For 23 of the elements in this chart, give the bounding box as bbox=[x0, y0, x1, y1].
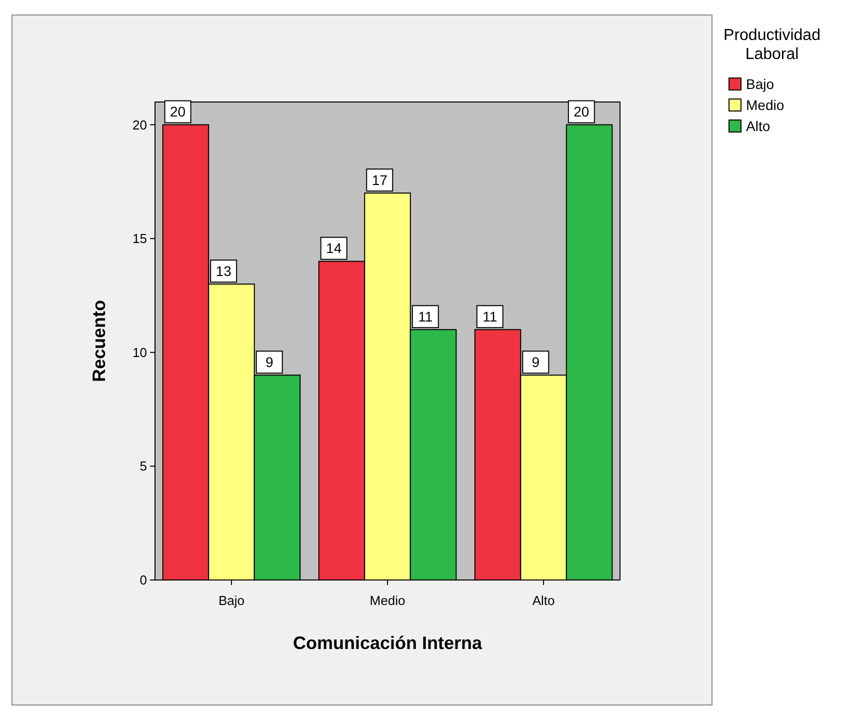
data-label: 11 bbox=[418, 308, 433, 325]
x-tick-label: Medio bbox=[370, 593, 406, 608]
x-axis-title: Comunicación Interna bbox=[292, 633, 483, 653]
y-tick-label: 0 bbox=[140, 572, 147, 588]
data-label: 9 bbox=[532, 354, 540, 370]
legend-label: Alto bbox=[746, 118, 770, 134]
data-label: 13 bbox=[216, 262, 232, 279]
y-tick-label: 10 bbox=[132, 344, 147, 360]
data-label: 14 bbox=[326, 240, 342, 256]
data-label: 20 bbox=[574, 104, 590, 120]
data-label: 17 bbox=[372, 172, 388, 188]
legend-label: Medio bbox=[746, 96, 784, 113]
y-tick-label: 15 bbox=[132, 231, 147, 246]
y-tick-label: 5 bbox=[140, 458, 147, 474]
x-tick-label: Bajo bbox=[218, 593, 244, 608]
y-axis-title: Recuento bbox=[89, 300, 109, 382]
data-label: 9 bbox=[265, 354, 274, 370]
y-tick-label: 20 bbox=[132, 117, 147, 132]
data-label: 11 bbox=[482, 308, 498, 325]
legend-title: Productividad Laboral bbox=[724, 27, 820, 63]
legend-label: Bajo bbox=[746, 76, 774, 92]
x-tick-label: Alto bbox=[532, 593, 555, 608]
data-label: 20 bbox=[170, 104, 186, 120]
